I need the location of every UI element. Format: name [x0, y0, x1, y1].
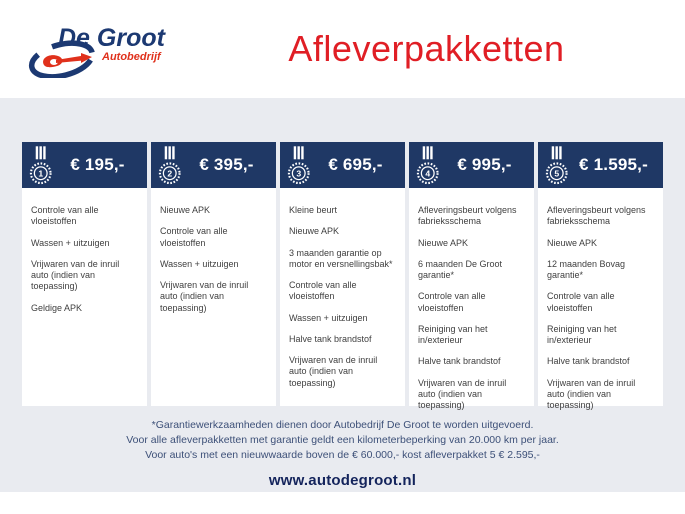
package-item: Vrijwaren van de inruil auto (indien van…	[160, 280, 249, 313]
package-card: 1 € 195,- Controle van alle vloeistoffen…	[22, 142, 147, 406]
main-section: 1 € 195,- Controle van alle vloeistoffen…	[0, 98, 685, 492]
package-item: Afleveringsbeurt volgens fabrieksschema	[418, 205, 517, 227]
page-title: Afleverpakketten	[288, 28, 565, 69]
package-items: Afleveringsbeurt volgens fabrieksschema N…	[409, 188, 534, 421]
degroot-swoosh-icon	[28, 40, 96, 78]
packages-row: 1 € 195,- Controle van alle vloeistoffen…	[22, 142, 663, 410]
package-item: 6 maanden De Groot garantie*	[418, 258, 503, 280]
package-number: 4	[425, 168, 430, 178]
package-item: Nieuwe APK	[289, 226, 340, 237]
package-item: Nieuwe APK	[547, 237, 598, 248]
package-item: Controle van alle vloeistoffen	[547, 291, 615, 313]
package-item: Geldige APK	[31, 302, 83, 313]
package-price: € 995,-	[457, 155, 512, 174]
degroot-logo: De Groot Autobedrijf	[26, 20, 168, 78]
package-card-header: 4 € 995,-	[409, 142, 534, 188]
package-items: Nieuwe APK Controle van alle vloeistoffen…	[151, 188, 276, 324]
medal-icon: 2	[158, 145, 183, 187]
package-number: 2	[167, 168, 172, 178]
package-card-header: 3 € 695,-	[280, 142, 405, 188]
footnote-line: *Garantiewerkzaamheden dienen door Autob…	[151, 419, 534, 431]
package-item: 3 maanden garantie op motor en versnelli…	[289, 247, 393, 269]
package-card: 4 € 995,- Afleveringsbeurt volgens fabri…	[409, 142, 534, 410]
package-item: Reiniging van het in/exterieur	[547, 323, 617, 345]
footnotes: *Garantiewerkzaamheden dienen door Autob…	[0, 418, 685, 463]
package-item: Nieuwe APK	[160, 205, 211, 215]
page-header: De Groot Autobedrijf Afleverpakketten	[0, 0, 685, 98]
package-item: Controle van alle vloeistoffen	[418, 291, 486, 313]
bottom-strip	[0, 492, 685, 514]
package-item: Afleveringsbeurt volgens fabrieksschema	[547, 205, 646, 227]
package-card: 5 € 1.595,- Afleveringsbeurt volgens fab…	[538, 142, 663, 410]
package-price: € 395,-	[199, 155, 254, 174]
package-card: 3 € 695,- Kleine beurt Nieuwe APK 3 maande…	[280, 142, 405, 406]
package-number: 1	[38, 168, 43, 178]
footnote-line: Voor alle afleverpakketten met garantie …	[126, 434, 559, 446]
package-item: 12 maanden Bovag garantie*	[547, 258, 626, 280]
package-item: Controle van alle vloeistoffen	[31, 205, 99, 227]
medal-icon: 5	[545, 145, 570, 187]
footnote-line: Voor auto's met een nieuwwaarde boven de…	[145, 449, 540, 461]
brand-subtitle: Autobedrijf	[102, 51, 161, 63]
package-card: 2 € 395,- Nieuwe APK Controle van alle vl…	[151, 142, 276, 406]
package-item: Wassen + uitzuigen	[31, 237, 110, 248]
package-item: Controle van alle vloeistoffen	[289, 280, 357, 302]
package-price: € 1.595,-	[579, 155, 648, 174]
package-item: Halve tank brandstof	[289, 333, 372, 344]
package-card-header: 1 € 195,-	[22, 142, 147, 188]
package-items: Afleveringsbeurt volgens fabrieksschema N…	[538, 188, 663, 421]
package-price: € 195,-	[70, 155, 125, 174]
brand-name: De Groot	[58, 24, 165, 52]
package-item: Vrijwaren van de inruil auto (indien van…	[418, 377, 507, 411]
package-items: Controle van alle vloeistoffen Wassen + u…	[22, 188, 147, 324]
package-item: Wassen + uitzuigen	[160, 258, 239, 269]
medal-icon: 4	[416, 145, 441, 187]
package-item: Vrijwaren van de inruil auto (indien van…	[289, 355, 378, 388]
package-item: Wassen + uitzuigen	[289, 312, 368, 323]
package-card-header: 2 € 395,-	[151, 142, 276, 188]
package-item: Reiniging van het in/exterieur	[418, 323, 488, 345]
package-item: Halve tank brandstof	[547, 356, 630, 367]
package-item: Nieuwe APK	[418, 237, 469, 248]
package-price: € 695,-	[328, 155, 383, 174]
medal-icon: 3	[287, 145, 312, 187]
website-link[interactable]: www.autodegroot.nl	[268, 472, 417, 489]
package-item: Vrijwaren van de inruil auto (indien van…	[31, 258, 120, 292]
package-item: Kleine beurt	[289, 205, 338, 215]
package-item: Vrijwaren van de inruil auto (indien van…	[547, 377, 636, 411]
package-item: Halve tank brandstof	[418, 356, 501, 367]
package-number: 5	[554, 168, 559, 178]
package-items: Kleine beurt Nieuwe APK 3 maanden garantie…	[280, 188, 405, 399]
package-card-header: 5 € 1.595,-	[538, 142, 663, 188]
medal-icon: 1	[29, 145, 54, 187]
package-item: Controle van alle vloeistoffen	[160, 226, 228, 248]
package-number: 3	[296, 168, 301, 178]
